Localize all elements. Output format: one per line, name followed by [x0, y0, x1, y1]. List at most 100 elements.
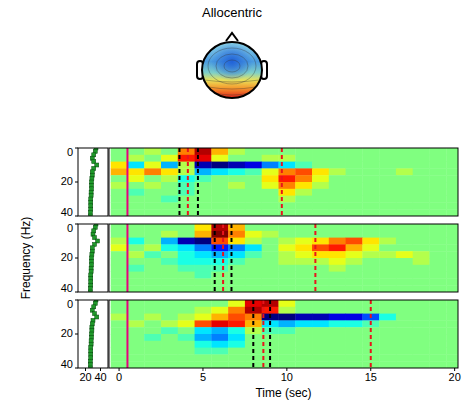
- cell: [161, 175, 178, 182]
- cell: [329, 209, 346, 216]
- contour: [216, 54, 248, 78]
- cell: [144, 285, 161, 292]
- cell: [295, 224, 312, 231]
- cell: [161, 189, 178, 196]
- cell: [278, 265, 295, 272]
- cell: [346, 354, 363, 361]
- cell: [413, 155, 430, 162]
- cell: [111, 314, 128, 321]
- cell: [346, 231, 363, 238]
- cell: [329, 155, 346, 162]
- cell: [262, 202, 279, 209]
- cell: [379, 224, 396, 231]
- cell: [228, 148, 245, 155]
- cell: [413, 300, 430, 307]
- cell: [245, 231, 262, 238]
- event-line: [269, 300, 271, 368]
- cell: [127, 175, 144, 182]
- cell: [278, 278, 295, 285]
- cell: [278, 341, 295, 348]
- cell: [429, 175, 446, 182]
- event-line: [281, 148, 283, 216]
- cell: [429, 148, 446, 155]
- cell: [211, 348, 228, 355]
- scalp-spot: [202, 42, 262, 98]
- cell: [144, 354, 161, 361]
- cell: [144, 162, 161, 169]
- cell: [211, 334, 228, 341]
- cell: [195, 327, 212, 334]
- cell: [446, 314, 458, 321]
- cell: [178, 327, 195, 334]
- cell: [161, 182, 178, 189]
- cell: [228, 196, 245, 203]
- cell: [195, 314, 212, 321]
- spectrum-frame: [78, 148, 108, 216]
- cell: [144, 231, 161, 238]
- cell: [312, 202, 329, 209]
- cell: [211, 361, 228, 368]
- cell: [127, 182, 144, 189]
- cell: [278, 238, 295, 245]
- cell: [127, 148, 144, 155]
- cell: [413, 285, 430, 292]
- cell: [245, 182, 262, 189]
- cell: [446, 272, 458, 279]
- y-tick-label: 40: [61, 206, 73, 218]
- x-tick-label: 5: [200, 371, 206, 383]
- cell: [161, 354, 178, 361]
- cell: [127, 327, 144, 334]
- cell: [161, 341, 178, 348]
- cell: [127, 272, 144, 279]
- cell: [413, 148, 430, 155]
- cell: [195, 320, 212, 327]
- title: Allocentric: [202, 5, 262, 20]
- cell: [295, 272, 312, 279]
- cell: [144, 202, 161, 209]
- cell: [379, 209, 396, 216]
- cell: [278, 361, 295, 368]
- cell: [346, 175, 363, 182]
- cell: [111, 162, 128, 169]
- cell: [429, 168, 446, 175]
- cell: [446, 354, 458, 361]
- cell: [329, 272, 346, 279]
- cell: [396, 272, 413, 279]
- cell: [228, 361, 245, 368]
- cell: [396, 341, 413, 348]
- cell: [329, 327, 346, 334]
- event-line: [126, 224, 128, 292]
- cell: [245, 175, 262, 182]
- cell: [429, 265, 446, 272]
- cell: [446, 202, 458, 209]
- cell: [245, 168, 262, 175]
- cell: [262, 224, 279, 231]
- cell: [295, 258, 312, 265]
- cell: [429, 155, 446, 162]
- figure: Allocentric020400204002040051015202040Ti…: [0, 0, 464, 406]
- cell: [195, 361, 212, 368]
- cell: [396, 285, 413, 292]
- scalp: [202, 42, 262, 98]
- cell: [144, 224, 161, 231]
- y-tick: [75, 148, 78, 149]
- cell: [396, 238, 413, 245]
- cell: [245, 251, 262, 258]
- cell: [178, 272, 195, 279]
- cell: [413, 341, 430, 348]
- cell: [346, 258, 363, 265]
- cell: [111, 361, 128, 368]
- cell: [362, 155, 379, 162]
- cell: [278, 251, 295, 258]
- cell: [312, 168, 329, 175]
- cell: [178, 244, 195, 251]
- cell: [312, 314, 329, 321]
- cell: [446, 244, 458, 251]
- cell: [362, 148, 379, 155]
- cell: [312, 354, 329, 361]
- cell: [111, 278, 128, 285]
- cell: [161, 202, 178, 209]
- y-tick: [75, 182, 78, 183]
- cell: [127, 244, 144, 251]
- cell: [211, 155, 228, 162]
